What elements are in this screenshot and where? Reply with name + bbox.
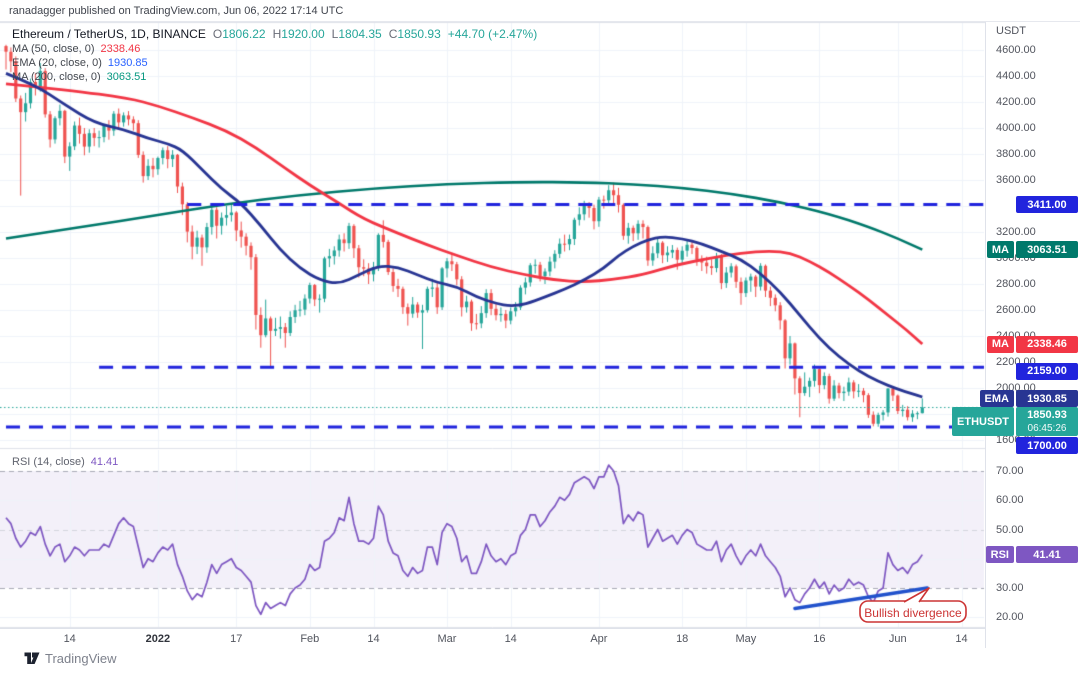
- open-value: 1806.22: [222, 27, 266, 41]
- bullish-divergence-callout: Bullish divergence: [858, 582, 970, 624]
- level-tag-1700: 1700.00: [1016, 437, 1078, 454]
- ma200-price-tag: MA 3063.51: [986, 241, 1078, 259]
- tradingview-logo-icon: [24, 652, 40, 664]
- rsi-axis-tick: 60.00: [996, 494, 1024, 507]
- indicator-value: 3063.51: [106, 71, 147, 83]
- price-axis-tick: 3600.00: [996, 174, 1036, 186]
- price-axis[interactable]: USDT 4600.00 4400.00 4200.00 4000.00 3800.00…: [985, 22, 1080, 648]
- symbol-title-row: Ethereum / TetherUS, 1D, BINANCE O1806.22…: [12, 27, 537, 42]
- rsi-axis-tick: 30.00: [996, 582, 1024, 594]
- rsi-axis-tick: 50.00: [996, 523, 1024, 536]
- price-axis-tick: 4400.00: [996, 70, 1036, 82]
- indicator-value: 1930.85: [107, 57, 148, 69]
- low-label: L: [331, 27, 339, 41]
- rsi-value-tag: RSI 41.41: [985, 546, 1078, 564]
- callout-bubble-shape: [859, 587, 967, 623]
- tradingview-logo: TradingView: [24, 651, 117, 666]
- close-label: C: [388, 27, 398, 41]
- price-axis-tick: 2800.00: [996, 278, 1036, 290]
- chart-canvas[interactable]: [0, 22, 985, 628]
- rsi-legend: RSI (14, close) 41.41: [12, 456, 118, 468]
- time-axis-tick: Mar: [437, 633, 457, 645]
- time-axis-tick: Jun: [888, 633, 907, 645]
- time-axis-tick: 18: [676, 633, 689, 645]
- level-tag-2159: 2159.00: [1016, 362, 1078, 380]
- rsi-label: RSI (14, close): [12, 456, 85, 468]
- time-axis-tick: Apr: [590, 633, 608, 645]
- price-axis-tick: 2600.00: [996, 304, 1036, 316]
- price-axis-tick: 4000.00: [996, 122, 1036, 134]
- symbol-title: Ethereum / TetherUS, 1D, BINANCE: [12, 27, 206, 41]
- last-price-value: 1850.93: [1027, 408, 1067, 421]
- indicator-legend-ma50: MA (50, close, 0) 2338.46: [12, 43, 537, 56]
- indicator-label: EMA (20, close, 0): [12, 57, 102, 69]
- time-axis-tick: Feb: [300, 633, 320, 645]
- rsi-value: 41.41: [90, 456, 119, 468]
- high-value: 1920.00: [281, 27, 325, 41]
- price-axis-tick: 3800.00: [996, 148, 1036, 160]
- time-axis-tick: 17: [230, 633, 243, 645]
- change-value: +44.70 (+2.47%): [447, 27, 538, 41]
- rsi-axis-tick: 20.00: [996, 611, 1024, 624]
- time-axis-tick: 2022: [145, 633, 171, 645]
- bar-countdown: 06:45:26: [1027, 422, 1067, 434]
- time-axis-tick: 16: [813, 633, 826, 645]
- tradingview-logo-text: TradingView: [45, 651, 117, 666]
- open-label: O: [212, 27, 223, 41]
- rsi-axis-tick: 70.00: [996, 465, 1024, 477]
- close-value: 1850.93: [397, 27, 441, 41]
- indicator-legend-ema20: EMA (20, close, 0) 1930.85: [12, 57, 537, 70]
- symbol-legend: Ethereum / TetherUS, 1D, BINANCE O1806.22…: [12, 27, 537, 84]
- ma50-price-tag: MA 2338.46: [986, 335, 1078, 353]
- time-axis-tick: 14: [504, 633, 517, 645]
- price-axis-tick: 4200.00: [996, 96, 1036, 108]
- indicator-value: 2338.46: [100, 43, 141, 55]
- bullish-divergence-label: Bullish divergence: [864, 605, 962, 620]
- time-axis-tick: May: [735, 633, 757, 645]
- level-tag-3411: 3411.00: [1016, 196, 1078, 214]
- time-axis-tick: 14: [63, 633, 76, 645]
- last-price-symbol: ETHUSDT: [952, 407, 1014, 436]
- price-axis-tick: 4600.00: [996, 44, 1036, 56]
- high-label: H: [272, 27, 282, 41]
- time-axis-tick: 14: [367, 633, 380, 645]
- indicator-label: MA (200, close, 0): [12, 71, 101, 83]
- indicator-label: MA (50, close, 0): [12, 43, 95, 55]
- time-axis-tick: 14: [955, 633, 968, 645]
- last-price-tag: ETHUSDT 1850.93 06:45:26: [952, 407, 1078, 436]
- price-axis-unit: USDT: [996, 25, 1026, 37]
- ema20-price-tag: EMA 1930.85: [979, 390, 1078, 407]
- attribution-text: ranadagger published on TradingView.com,…: [0, 0, 1080, 22]
- price-axis-tick: 3200.00: [996, 226, 1036, 238]
- indicator-legend-ma200: MA (200, close, 0) 3063.51: [12, 71, 537, 84]
- time-axis[interactable]: 14 2022 17 Feb 14 Mar 14 Apr 18 May 16 Jun 14: [0, 628, 1080, 650]
- low-value: 1804.35: [338, 27, 382, 41]
